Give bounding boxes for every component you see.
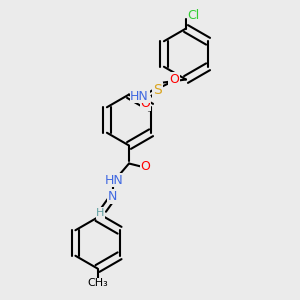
Text: HN: HN [105, 173, 123, 187]
Text: O: O [141, 160, 150, 173]
Text: S: S [153, 83, 162, 97]
Text: O: O [169, 73, 179, 86]
Text: CH₃: CH₃ [87, 278, 108, 289]
Text: N: N [108, 190, 117, 203]
Text: HN: HN [130, 89, 149, 103]
Text: Cl: Cl [188, 9, 200, 22]
Text: H: H [96, 208, 105, 218]
Text: O: O [141, 97, 150, 110]
